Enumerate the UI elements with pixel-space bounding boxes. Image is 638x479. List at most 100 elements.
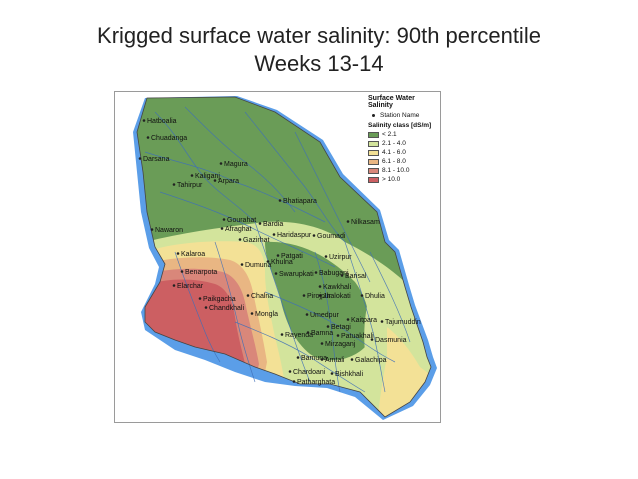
station-point [360, 294, 364, 297]
station-label: Bamna [311, 330, 333, 337]
station-label: Jhalokati [323, 293, 351, 300]
station-point [272, 233, 276, 236]
legend-class-row: 4.1 - 6.0 [368, 148, 440, 157]
legend-swatch [368, 131, 379, 138]
legend-station-label: Station Name [380, 112, 420, 119]
station-point [380, 320, 384, 323]
legend-heading: Surface Water Salinity [368, 95, 415, 109]
station-point [336, 334, 340, 337]
station-dot-icon [372, 114, 375, 117]
station-point [305, 313, 309, 316]
station-point [320, 342, 324, 345]
station-point [276, 254, 280, 257]
legend-class-row: < 2.1 [368, 130, 440, 139]
station-point [180, 270, 184, 273]
station-label: Chandkhali [209, 305, 244, 312]
station-label: Dumuria [245, 262, 272, 269]
legend-class-row: 2.1 - 4.0 [368, 139, 440, 148]
station-label: Galachipa [355, 357, 387, 364]
river-network [144, 106, 411, 393]
legend-class-row: > 10.0 [368, 175, 440, 184]
station-label: Magura [224, 161, 248, 168]
station-point [146, 136, 150, 139]
station-point [176, 252, 180, 255]
station-label: Kaitpara [351, 317, 377, 324]
station-point [346, 318, 350, 321]
station-label: Mongla [255, 311, 278, 318]
station-point [296, 356, 300, 359]
station-point [138, 157, 142, 160]
station-point [306, 331, 310, 334]
station-label: Kaliganj [195, 173, 220, 180]
slide-title-line-1: Krigged surface water salinity: 90th per… [97, 23, 541, 48]
station-point [350, 358, 354, 361]
station-point [250, 312, 254, 315]
station-label: Chuadanga [151, 135, 187, 142]
legend-swatch [368, 176, 379, 183]
legend-class-label: 4.1 - 6.0 [382, 149, 406, 156]
legend-swatch [368, 140, 379, 147]
station-label: Tahirpur [177, 182, 203, 189]
legend-class-list: < 2.1 2.1 - 4.0 4.1 - 6.0 6.1 - 8.0 8.1 - 10… [368, 130, 440, 184]
slide-title-line-2: Weeks 13-14 [254, 51, 384, 76]
station-label: Swarupkati [279, 271, 314, 278]
station-point [222, 218, 226, 221]
station-point [213, 179, 217, 182]
station-label: Bishkhali [335, 371, 363, 378]
station-label: Hatboalia [147, 118, 177, 125]
station-label: Kalaroa [181, 251, 205, 258]
station-label: Mirzaganj [325, 341, 356, 348]
station-label: Pirojpur [307, 293, 332, 300]
station-point [318, 294, 322, 297]
station-point [278, 199, 282, 202]
station-point [204, 306, 208, 309]
station-point [142, 119, 146, 122]
station-label: Darsana [143, 156, 170, 163]
station-label: Chalna [251, 293, 273, 300]
station-point [190, 174, 194, 177]
station-label: Nawaron [155, 227, 183, 234]
station-point [330, 372, 334, 375]
station-label: Patuakhali [341, 333, 374, 340]
legend-swatch [368, 149, 379, 156]
station-point [238, 238, 242, 241]
map-canvas: Hatboalia Chuadanga Darsana Magura Kaliganj T… [133, 96, 437, 420]
station-point [258, 222, 262, 225]
station-point [292, 380, 296, 383]
legend-class-label: 2.1 - 4.0 [382, 140, 406, 147]
station-label: Dhulia [365, 293, 385, 300]
station-point [266, 260, 270, 263]
station-label: Nilkasam [351, 219, 380, 226]
station-label: Goumadi [317, 233, 346, 240]
station-label: Chardoani [293, 369, 326, 376]
station-point [318, 285, 322, 288]
station-point [172, 183, 176, 186]
station-label: Tajumuddin [385, 319, 421, 326]
legend-subheading: Salinity class [dS/m] [368, 122, 432, 129]
legend-class-row: 6.1 - 8.0 [368, 157, 440, 166]
station-point [302, 294, 306, 297]
station-label: Dasmunia [375, 337, 407, 344]
station-label: Elarchar [177, 283, 204, 290]
station-point [280, 333, 284, 336]
station-label: Haridaspur [277, 232, 312, 239]
station-labels: Hatboalia Chuadanga Darsana Magura Kaliganj T… [138, 118, 421, 386]
station-point [314, 271, 318, 274]
map-legend: Surface Water Salinity Station Name Sali… [368, 95, 440, 184]
station-label: Bardia [263, 221, 283, 228]
station-label: Barisal [345, 273, 367, 280]
station-label: Paikgacha [203, 296, 236, 303]
station-point [150, 228, 154, 231]
station-point [370, 338, 374, 341]
station-label: Uzirpur [329, 254, 352, 261]
station-label: Kawkhali [323, 284, 351, 291]
legend-class-label: > 10.0 [382, 176, 401, 183]
station-label: Gazirhat [243, 237, 270, 244]
station-label: Rayenda [285, 332, 313, 339]
station-point [326, 325, 330, 328]
station-point [198, 297, 202, 300]
legend-class-label: 8.1 - 10.0 [382, 167, 410, 174]
legend-swatch [368, 158, 379, 165]
station-label: Patgati [281, 253, 303, 260]
salinity-zone-2-1-inner [265, 241, 370, 361]
